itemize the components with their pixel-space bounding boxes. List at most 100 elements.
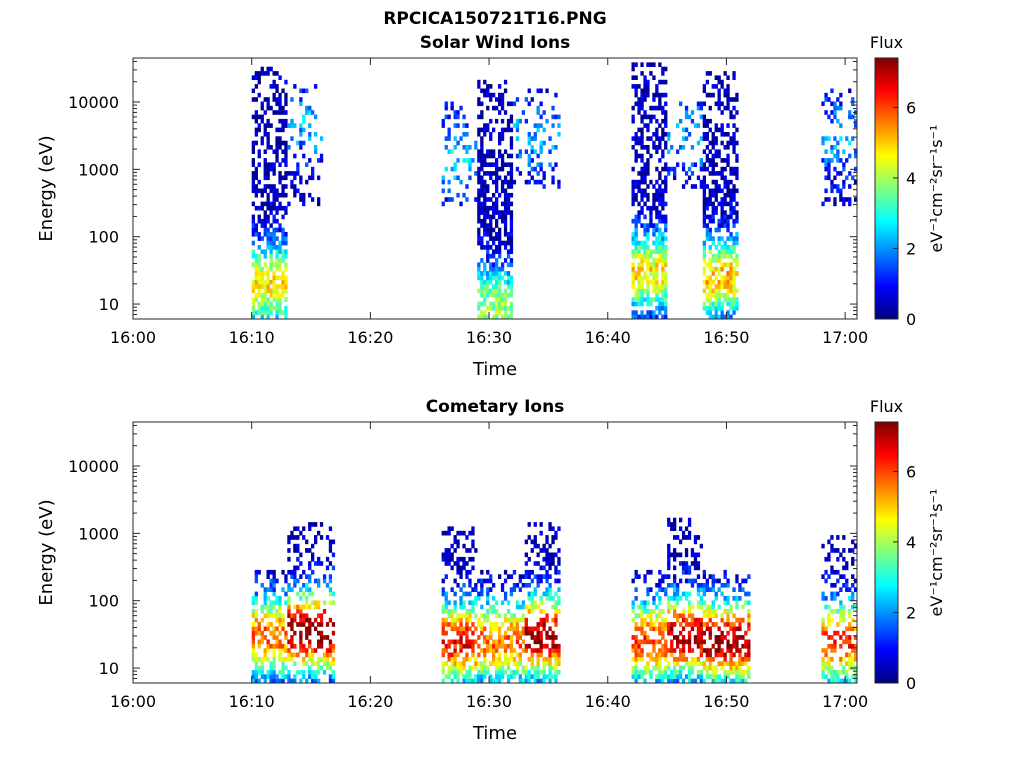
flux-cell: [281, 292, 285, 298]
flux-cell: [257, 214, 261, 220]
flux-cell: [705, 205, 709, 211]
flux-cell: [661, 678, 665, 683]
flux-cell: [512, 179, 517, 185]
flux-cell: [317, 643, 321, 649]
flux-cell: [251, 305, 255, 311]
flux-cell: [735, 600, 739, 606]
flux-cell: [735, 305, 739, 311]
flux-cell: [696, 617, 701, 623]
flux-cell: [477, 275, 481, 281]
flux-cell: [453, 622, 457, 627]
flux-cell: [646, 223, 650, 228]
flux-cell: [509, 292, 514, 298]
flux-cell: [447, 548, 451, 553]
flux-cell: [557, 652, 561, 658]
flux-cell: [444, 648, 448, 653]
flux-cell: [254, 656, 258, 662]
flux-cell: [518, 635, 522, 640]
flux-cell: [717, 127, 721, 133]
flux-cell: [480, 670, 484, 675]
flux-cell: [542, 574, 546, 579]
flux-cell: [711, 218, 715, 224]
flux-cell: [830, 583, 834, 588]
flux-cell: [640, 166, 644, 172]
flux-cell: [527, 522, 531, 527]
flux-cell: [848, 110, 852, 115]
flux-cell: [492, 661, 496, 666]
flux-cell: [275, 218, 279, 224]
flux-cell: [848, 596, 852, 601]
flux-cell: [744, 600, 748, 606]
flux-cell: [269, 240, 273, 246]
flux-cell: [477, 643, 481, 649]
flux-cell: [646, 310, 650, 315]
flux-cell: [726, 97, 730, 102]
flux-cell: [676, 678, 680, 683]
flux-cell: [714, 639, 718, 645]
flux-cell: [545, 674, 549, 679]
flux-cell: [495, 670, 499, 675]
flux-cell: [702, 288, 706, 294]
flux-cell: [696, 670, 701, 675]
flux-cell: [302, 674, 306, 679]
flux-cell: [260, 266, 264, 272]
flux-cell: [254, 613, 258, 619]
flux-cell: [539, 630, 543, 636]
flux-cell: [489, 136, 493, 141]
flux-cell: [839, 123, 843, 128]
flux-cell: [729, 136, 733, 141]
flux-cell: [275, 314, 279, 319]
flux-cell: [275, 153, 279, 159]
flux-cell: [468, 569, 472, 575]
flux-cell: [848, 665, 852, 671]
flux-cell: [640, 301, 644, 307]
flux-cell: [500, 214, 505, 220]
flux-cell: [269, 166, 273, 172]
flux-cell: [646, 158, 650, 163]
flux-cell: [509, 301, 514, 307]
flux-cell: [637, 292, 641, 298]
flux-cell: [260, 275, 264, 281]
flux-cell: [299, 648, 303, 653]
flux-cell: [720, 158, 724, 163]
flux-cell: [705, 670, 709, 675]
flux-cell: [331, 674, 336, 679]
flux-cell: [640, 158, 644, 163]
flux-cell: [747, 574, 751, 579]
flux-cell: [486, 253, 490, 259]
flux-cell: [260, 674, 264, 679]
flux-cell: [272, 288, 276, 294]
flux-cell: [509, 140, 514, 146]
flux-cell: [833, 643, 837, 649]
flux-cell: [251, 609, 255, 614]
flux-cell: [554, 114, 558, 120]
flux-cell: [483, 266, 487, 272]
flux-cell: [296, 171, 300, 176]
flux-cell: [696, 587, 701, 592]
flux-cell: [489, 305, 493, 311]
flux-cell: [711, 258, 715, 263]
flux-cell: [489, 227, 493, 233]
flux-cell: [515, 635, 520, 640]
flux-cell: [254, 232, 258, 237]
flux-cell: [836, 674, 840, 679]
flux-cell: [667, 600, 671, 606]
flux-cell: [305, 574, 309, 579]
flux-cell: [646, 114, 650, 120]
flux-cell: [723, 678, 727, 683]
flux-cell: [459, 556, 463, 562]
flux-cell: [299, 97, 303, 102]
flux-cell: [548, 526, 552, 531]
flux-cell: [661, 297, 665, 302]
flux-cell: [554, 145, 558, 150]
flux-cell: [729, 245, 733, 250]
flux-cell: [281, 617, 285, 623]
flux-cell: [495, 284, 499, 289]
flux-cell: [305, 539, 309, 545]
flux-cell: [506, 123, 511, 128]
flux-cell: [263, 158, 267, 163]
flux-cell: [637, 297, 641, 302]
flux-cell: [702, 240, 706, 246]
flux-cell: [328, 665, 333, 671]
flux-cell: [720, 214, 724, 220]
